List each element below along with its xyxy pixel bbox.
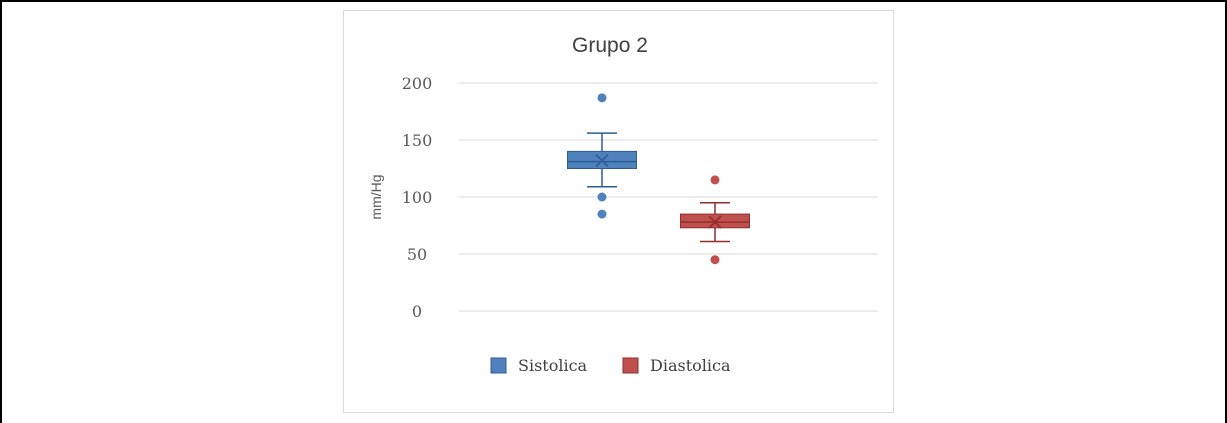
- y-tick-label: 100: [402, 188, 433, 207]
- outlier-point: [710, 175, 720, 185]
- box-iqr: [680, 213, 750, 229]
- legend-swatch-sistolica: [490, 357, 507, 374]
- legend-swatch-diastolica: [622, 357, 639, 374]
- y-tick-labels: 0 50 100 150 200: [402, 74, 433, 321]
- chart-frame: Grupo 2 0 50 100 150 200 mm/Hg Sistolica Dias…: [343, 10, 894, 413]
- page-border-left: [0, 0, 2, 423]
- y-tick-label: 200: [402, 74, 433, 93]
- outlier-point: [597, 93, 607, 103]
- y-tick-label: 0: [412, 302, 422, 321]
- legend-label-sistolica: Sistolica: [518, 356, 588, 375]
- box-plot-chart: Grupo 2 0 50 100 150 200 mm/Hg Sistolica Dias…: [368, 34, 878, 375]
- boxes: [567, 93, 750, 265]
- box-diastolica: [680, 175, 750, 265]
- outlier-point: [597, 209, 607, 219]
- mean-marker: [595, 153, 609, 168]
- y-tick-label: 150: [402, 131, 433, 150]
- legend-label-diastolica: Diastolica: [650, 356, 731, 375]
- mean-marker: [708, 215, 722, 229]
- legend: Sistolica Diastolica: [490, 356, 731, 375]
- y-tick-label: 50: [407, 245, 427, 264]
- y-axis-label: mm/Hg: [368, 174, 384, 219]
- page-border-top: [0, 0, 1227, 2]
- chart-title: Grupo 2: [572, 34, 648, 57]
- gridlines: [459, 82, 878, 312]
- page-border-right: [1225, 0, 1227, 423]
- outlier-point: [597, 192, 607, 202]
- box-sistolica: [567, 93, 637, 219]
- outlier-point: [710, 255, 720, 265]
